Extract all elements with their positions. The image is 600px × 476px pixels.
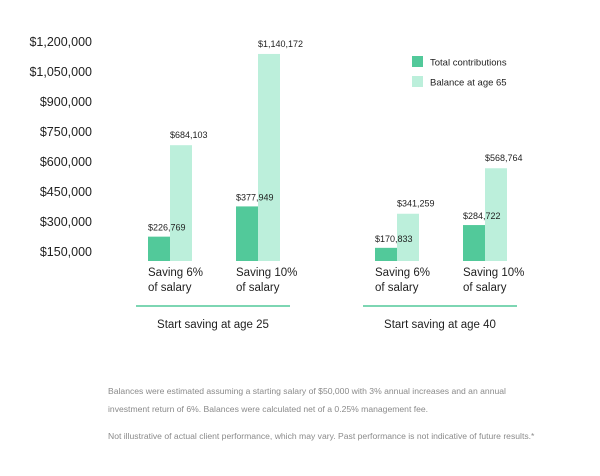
y-tick-label: $750,000 <box>40 125 92 139</box>
legend-swatch <box>412 56 423 67</box>
data-label-balance: $684,103 <box>170 130 208 140</box>
bar-balance-at-65 <box>170 145 192 261</box>
footnote-assumptions: Balances were estimated assuming a start… <box>108 386 506 414</box>
y-tick-label: $450,000 <box>40 185 92 199</box>
category-labels: Saving 6% of salary Saving 10% of salary Sav… <box>148 267 524 294</box>
data-label-balance: $568,764 <box>485 153 523 163</box>
footnote-disclaimer: Not illustrative of actual client perfor… <box>108 431 535 441</box>
category-label: Saving 10% <box>463 267 524 279</box>
category-label: of salary <box>148 282 192 294</box>
data-labels: $226,769 $684,103 $377,949 $1,140,172 $170,8… <box>148 39 523 244</box>
category-label: Saving 6% <box>148 267 203 279</box>
bar-balance-at-65 <box>258 53 280 261</box>
category-label: of salary <box>236 282 280 294</box>
category-label: of salary <box>375 282 419 294</box>
data-label-balance: $1,140,172 <box>258 39 303 49</box>
y-tick-label: $1,050,000 <box>29 65 92 79</box>
bar-total-contributions <box>148 236 170 261</box>
group-label: Start saving at age 25 <box>157 319 269 331</box>
bars <box>148 53 507 261</box>
data-label-contributions: $226,769 <box>148 223 186 233</box>
y-tick-label: $300,000 <box>40 215 92 229</box>
category-label: of salary <box>463 282 507 294</box>
bar-total-contributions <box>375 247 397 261</box>
data-label-contributions: $377,949 <box>236 192 274 202</box>
category-label: Saving 10% <box>236 267 297 279</box>
group-label: Start saving at age 40 <box>384 319 496 331</box>
bar-total-contributions <box>463 225 485 261</box>
category-label: Saving 6% <box>375 267 430 279</box>
y-tick-label: $900,000 <box>40 95 92 109</box>
y-tick-label: $150,000 <box>40 245 92 259</box>
legend: Total contributions Balance at age 65 <box>412 56 507 89</box>
y-axis: $150,000 $300,000 $450,000 $600,000 $750,000… <box>29 35 92 259</box>
legend-swatch <box>412 76 423 87</box>
legend-label: Balance at age 65 <box>430 78 507 89</box>
savings-bar-chart: $150,000 $300,000 $450,000 $600,000 $750,000… <box>29 35 524 331</box>
y-tick-label: $1,200,000 <box>29 35 92 49</box>
bar-balance-at-65 <box>485 168 507 261</box>
bar-total-contributions <box>236 206 258 261</box>
group-labels: Start saving at age 25 Start saving at ag… <box>136 305 517 331</box>
footnotes: Balances were estimated assuming a start… <box>108 383 548 456</box>
data-label-contributions: $170,833 <box>375 234 413 244</box>
data-label-contributions: $284,722 <box>463 211 501 221</box>
y-tick-label: $600,000 <box>40 155 92 169</box>
legend-label: Total contributions <box>430 58 507 69</box>
data-label-balance: $341,259 <box>397 199 435 209</box>
bar-balance-at-65 <box>397 213 419 261</box>
